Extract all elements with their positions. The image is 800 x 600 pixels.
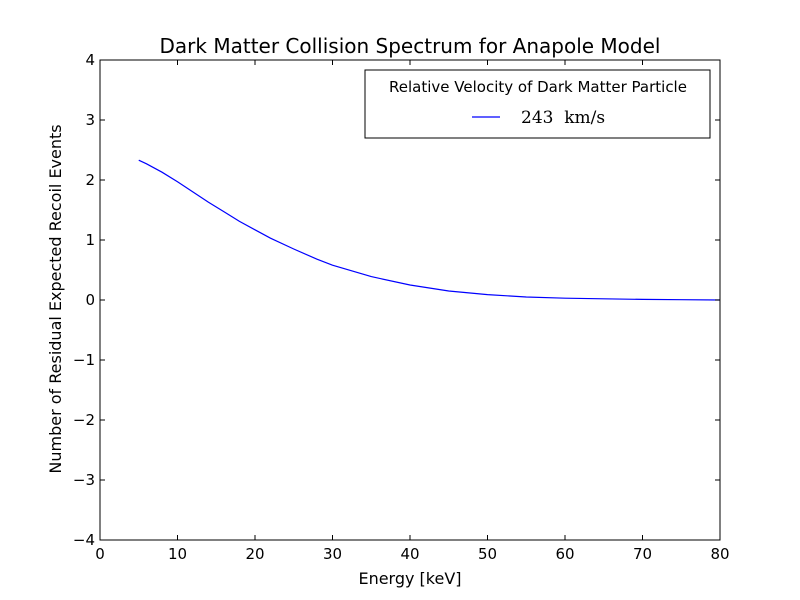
legend-entry-label: 243 km/s — [521, 108, 605, 128]
legend-box — [364, 69, 711, 139]
y-tick-label: 2 — [85, 171, 95, 189]
y-tick-label: −3 — [73, 471, 95, 489]
chart-title: Dark Matter Collision Spectrum for Anapo… — [160, 34, 661, 58]
series-line-0 — [138, 159, 721, 301]
y-tick-label: 0 — [85, 291, 95, 309]
x-tick-label: 10 — [168, 545, 187, 563]
x-tick-label: 70 — [633, 545, 652, 563]
x-axis-label: Energy [keV] — [358, 569, 461, 588]
y-tick-label: 1 — [85, 231, 95, 249]
x-tick-label: 40 — [400, 545, 419, 563]
y-tick-label: 4 — [85, 51, 95, 69]
y-tick-label: −1 — [73, 351, 95, 369]
x-tick-label: 80 — [710, 545, 729, 563]
y-tick-label: 3 — [85, 111, 95, 129]
x-tick-label: 30 — [323, 545, 342, 563]
y-tick-label: −4 — [73, 531, 95, 549]
x-tick-label: 0 — [95, 545, 105, 563]
y-axis-label: Number of Residual Expected Recoil Event… — [46, 124, 65, 473]
x-tick-label: 20 — [245, 545, 264, 563]
x-tick-label: 60 — [555, 545, 574, 563]
plot-area: 0 10 20 30 40 50 60 70 80 −4 −3 −2 −1 0 1 2 3 4 — [73, 51, 730, 563]
legend-title: Relative Velocity of Dark Matter Particl… — [389, 78, 687, 96]
y-tick-label: −2 — [73, 411, 95, 429]
x-tick-label: 50 — [478, 545, 497, 563]
legend: Relative Velocity of Dark Matter Particl… — [364, 69, 711, 139]
